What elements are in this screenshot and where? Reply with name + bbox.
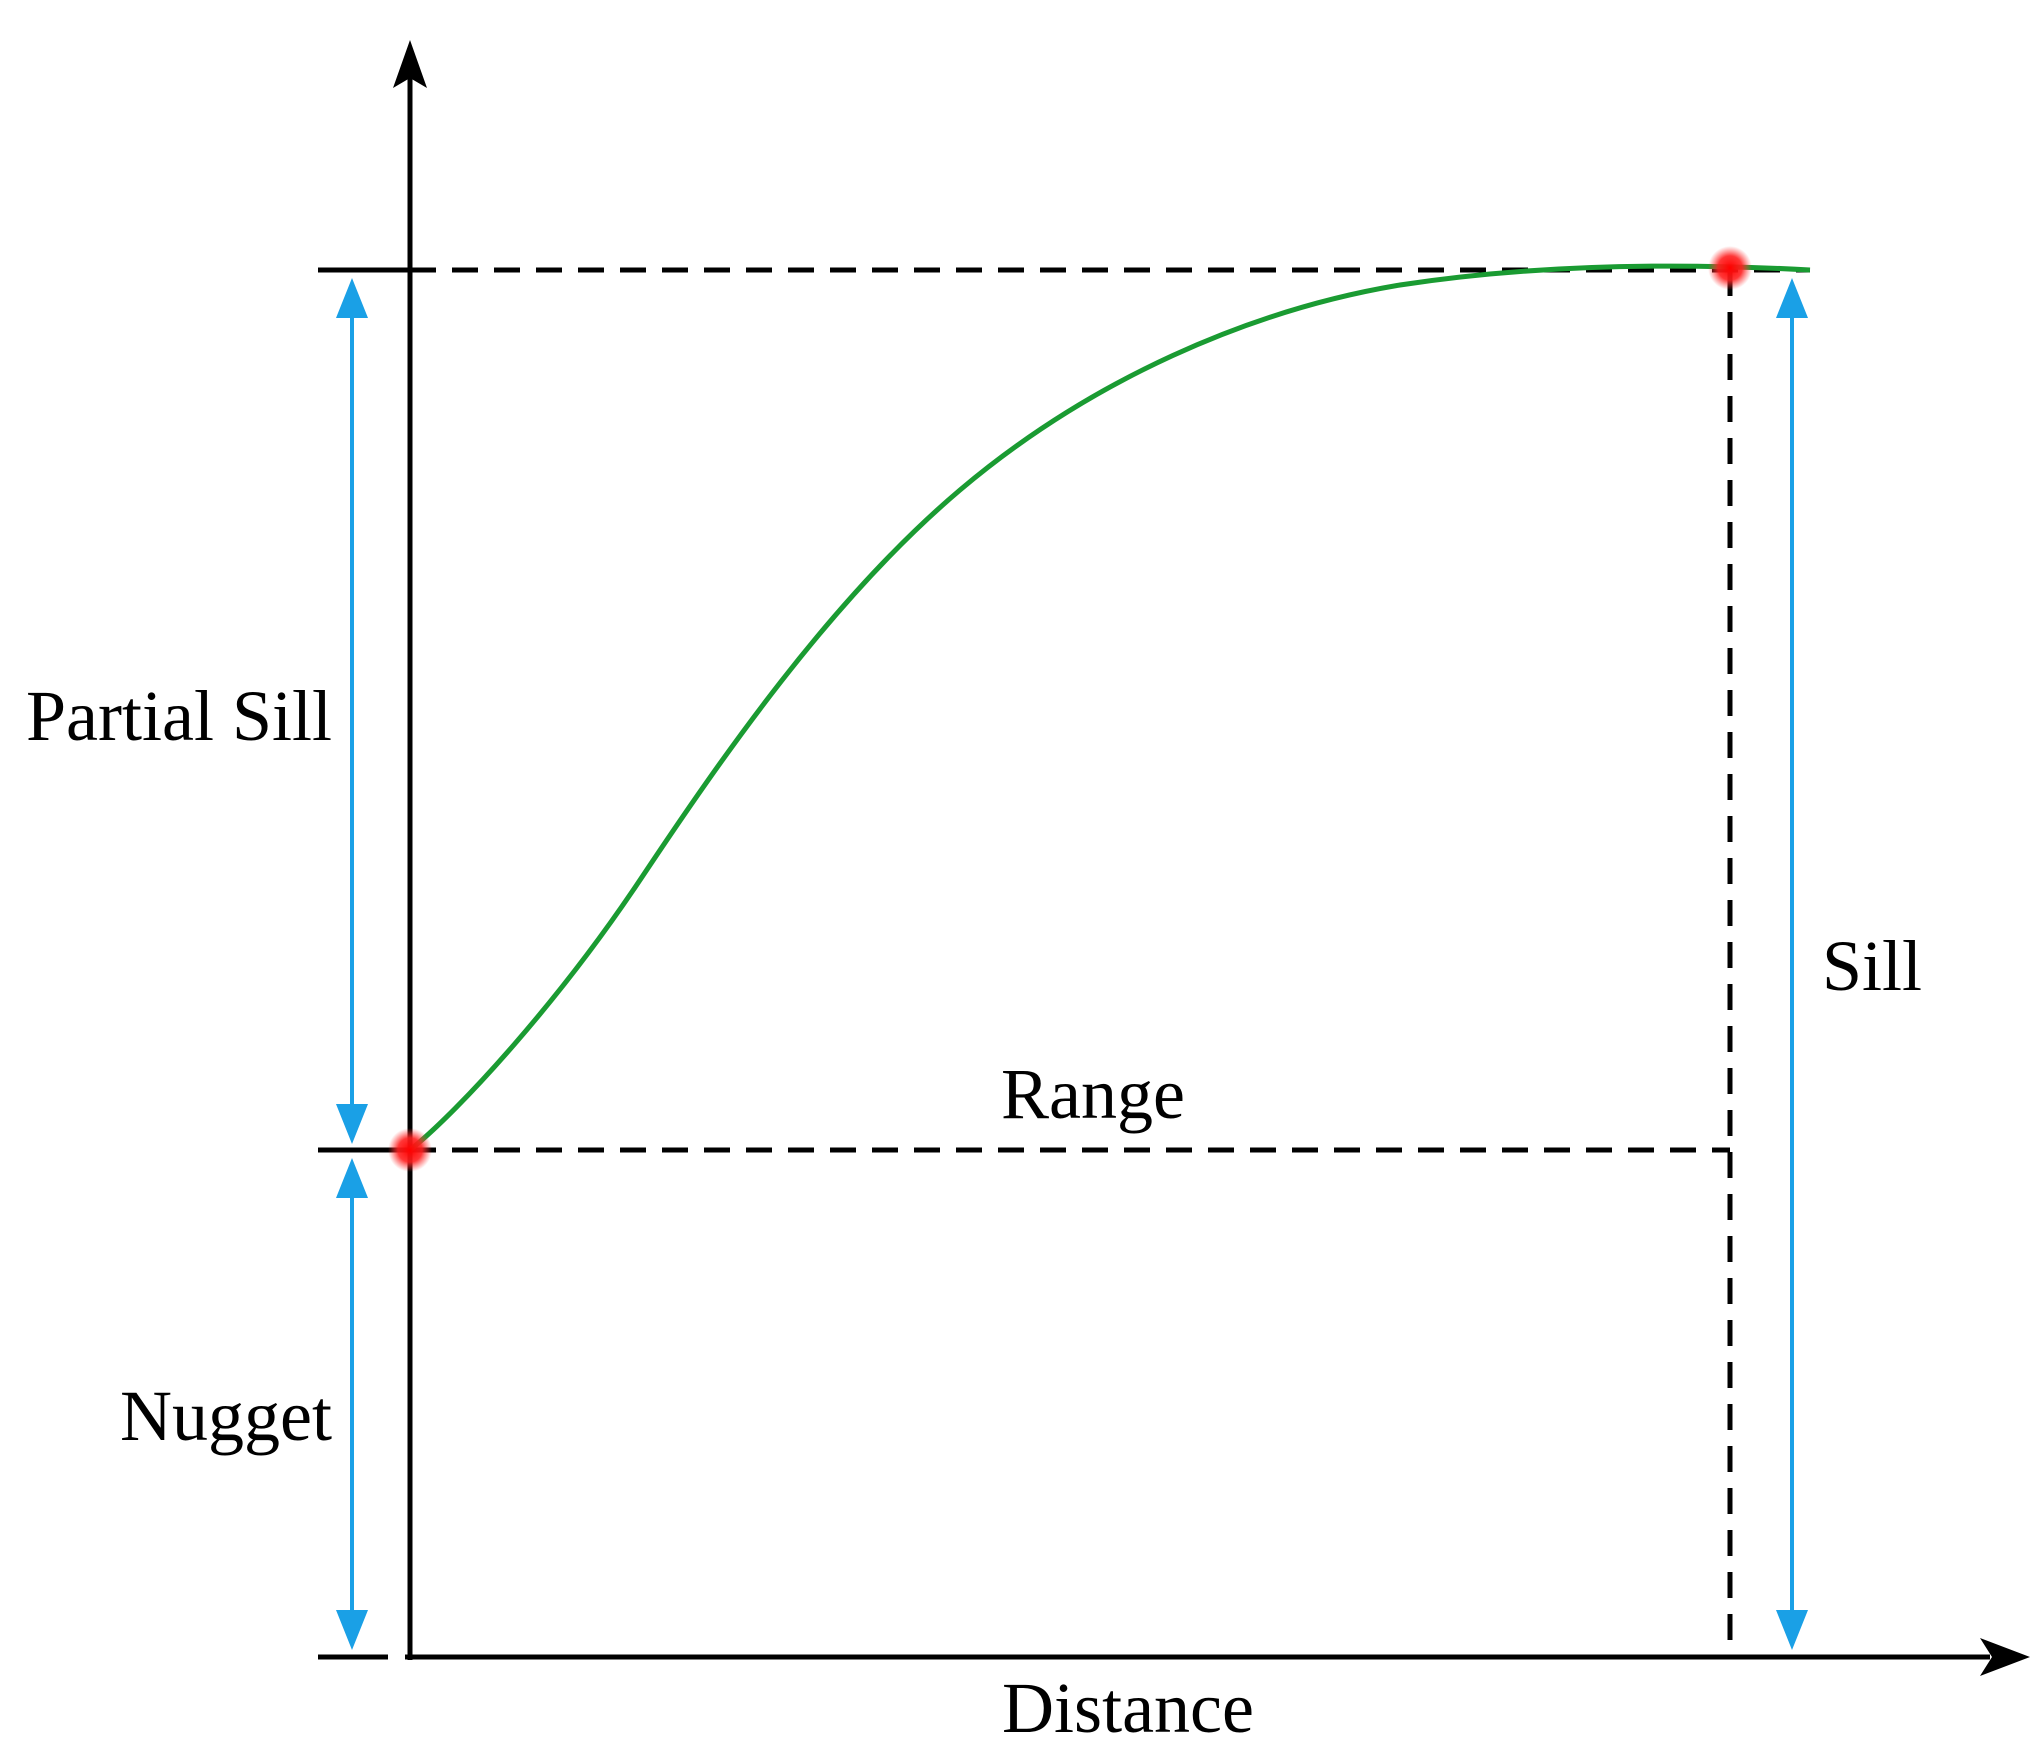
range-point-icon: [1708, 246, 1752, 290]
dimension-arrows: [336, 278, 1808, 1650]
key-points: [388, 246, 1752, 1172]
x-axis-arrowhead-icon: [1980, 1638, 2030, 1676]
partial-sill-label: Partial Sill: [26, 676, 332, 756]
partial-sill-arrow-icon: [336, 278, 368, 1144]
range-label: Range: [1001, 1054, 1185, 1134]
y-axis-arrowhead-icon: [393, 40, 427, 88]
semivariogram-curve: [408, 263, 1811, 1152]
sill-label: Sill: [1822, 926, 1922, 1006]
labels: Partial Sill Nugget Range Sill Distance: [26, 676, 1922, 1741]
nugget-point-icon: [388, 1128, 432, 1172]
guide-lines: [410, 267, 1810, 1657]
axes: [393, 40, 2030, 1676]
nugget-arrow-icon: [336, 1158, 368, 1650]
distance-label: Distance: [1002, 1668, 1254, 1741]
nugget-label: Nugget: [120, 1376, 332, 1456]
sill-arrow-icon: [1776, 278, 1808, 1650]
